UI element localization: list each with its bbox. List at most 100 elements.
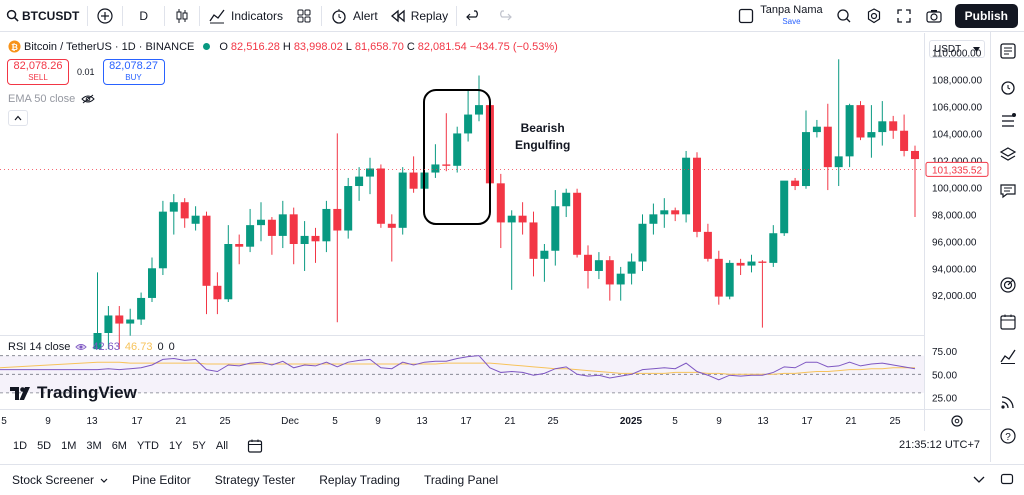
ema-indicator-legend[interactable]: EMA 50 close [8,93,95,105]
replay-button[interactable]: Replay [384,0,454,32]
snapshot-button[interactable] [919,0,949,32]
close-value: 82,081.54 [417,40,467,53]
candle-body [202,215,211,286]
sell-button[interactable]: 82,078.26 SELL [7,59,69,85]
candle-body [638,223,647,262]
alarm-clock-icon[interactable] [999,78,1017,96]
candle-body [289,214,298,245]
tab-stock-screener[interactable]: Stock Screener [0,473,120,487]
tab-replay-trading[interactable]: Replay Trading [307,473,412,487]
ema-label: EMA 50 close [8,93,76,105]
signal-icon[interactable] [999,393,1017,411]
candle [169,194,178,235]
candle-body [900,130,909,151]
layout-name[interactable]: Tanpa Nama Save [760,5,822,27]
candle-body [736,262,745,266]
chart-settings-icon[interactable] [951,415,963,427]
search-button[interactable] [829,0,859,32]
tab-pine-editor[interactable]: Pine Editor [120,473,203,487]
chevron-down-icon [973,46,980,52]
rsi-value-3: 0 [157,341,164,353]
symbol-label: BTCUSDT [22,8,80,23]
rsi-axis-label: 25.00 [932,394,957,405]
chat-icon[interactable] [999,182,1017,200]
clock-timezone[interactable]: 21:35:12 UTC+7 [898,439,980,451]
undo-button[interactable] [459,0,489,32]
legend-title: Bitcoin / TetherUS · 1D · BINANCE [24,40,195,53]
help-icon[interactable]: ? [999,427,1017,445]
eye-hidden-icon[interactable] [81,94,95,104]
candle-body [496,183,505,223]
candle-body [562,192,571,207]
time-axis-label: 5 [1,416,7,427]
indicators-icon [209,9,225,23]
candle-body [867,132,876,138]
candle [180,198,189,228]
chart-type-button[interactable] [167,0,197,32]
candle [366,157,374,195]
collapse-legend-button[interactable] [8,110,28,126]
range-button-3m[interactable]: 3M [86,440,102,452]
tab-stock-screener-label: Stock Screener [12,473,95,487]
object-tree-icon[interactable] [999,112,1017,130]
layers-icon[interactable] [999,146,1017,164]
goto-date-icon[interactable] [247,438,263,454]
gear-icon-hub [954,418,960,424]
candle-body [246,225,255,247]
collapse-panel-icon[interactable] [972,472,986,486]
calendar-icon[interactable] [999,313,1017,331]
divider [321,5,323,26]
time-axis-label: 9 [375,416,381,427]
price-chart[interactable]: 110,000.00 108,000.00 106,000.00 104,000.00… [0,33,990,431]
publish-button[interactable]: Publish [954,4,1018,28]
range-button-1y[interactable]: 1Y [168,440,183,452]
candle [137,292,146,325]
candle-body [551,206,560,251]
price-axis-label: 104,000.00 [932,129,982,140]
tab-strategy-tester[interactable]: Strategy Tester [203,473,307,487]
layout-checkbox[interactable] [732,0,760,32]
tab-strategy-tester-label: Strategy Tester [214,473,296,487]
eye-icon[interactable] [75,342,88,352]
candle [878,101,887,146]
price-axis-label: 92,000.00 [932,291,977,302]
candle [148,257,156,302]
alert-button[interactable]: Alert [324,0,384,32]
settings-button[interactable] [859,0,889,32]
interval-button[interactable]: D [125,0,162,32]
candle-body [802,132,810,187]
currency-select[interactable]: USDT [929,40,985,58]
range-button-5d[interactable]: 5D [37,440,52,452]
candle-body [93,333,102,350]
buy-button[interactable]: 82,078.27 BUY [102,59,165,85]
redo-button[interactable] [489,0,519,32]
candle [671,207,680,222]
range-button-6m[interactable]: 6M [111,440,127,452]
range-button-all[interactable]: All [215,440,229,452]
tab-replay-trading-label: Replay Trading [319,473,400,487]
tab-trading-panel[interactable]: Trading Panel [412,473,510,487]
fullscreen-button[interactable] [889,0,919,32]
candle [703,223,712,262]
candle [769,225,778,267]
compare-symbol-button[interactable] [90,0,120,32]
divider [199,5,200,26]
svg-text:₿: ₿ [11,42,18,52]
indicators-button[interactable]: Indicators [202,0,289,32]
candle [802,110,810,189]
target-icon[interactable] [999,276,1017,294]
chart-pane[interactable]: 110,000.00 108,000.00 106,000.00 104,000.00… [0,33,990,431]
ideas-icon[interactable] [999,347,1017,365]
watchlist-icon[interactable] [999,42,1017,60]
tradingview-logo[interactable]: TradingView [10,383,137,403]
range-button-ytd[interactable]: YTD [136,440,159,452]
symbol-search-button[interactable]: BTCUSDT [0,0,85,32]
candle-body [573,192,582,255]
range-button-1d[interactable]: 1D [13,440,28,452]
range-button-5y[interactable]: 5Y [192,440,206,452]
range-button-1m[interactable]: 1M [61,440,77,452]
maximize-panel-icon[interactable] [1000,472,1014,486]
low-label: L [345,40,352,53]
templates-button[interactable] [289,0,319,32]
chevron-up-icon [14,115,22,121]
